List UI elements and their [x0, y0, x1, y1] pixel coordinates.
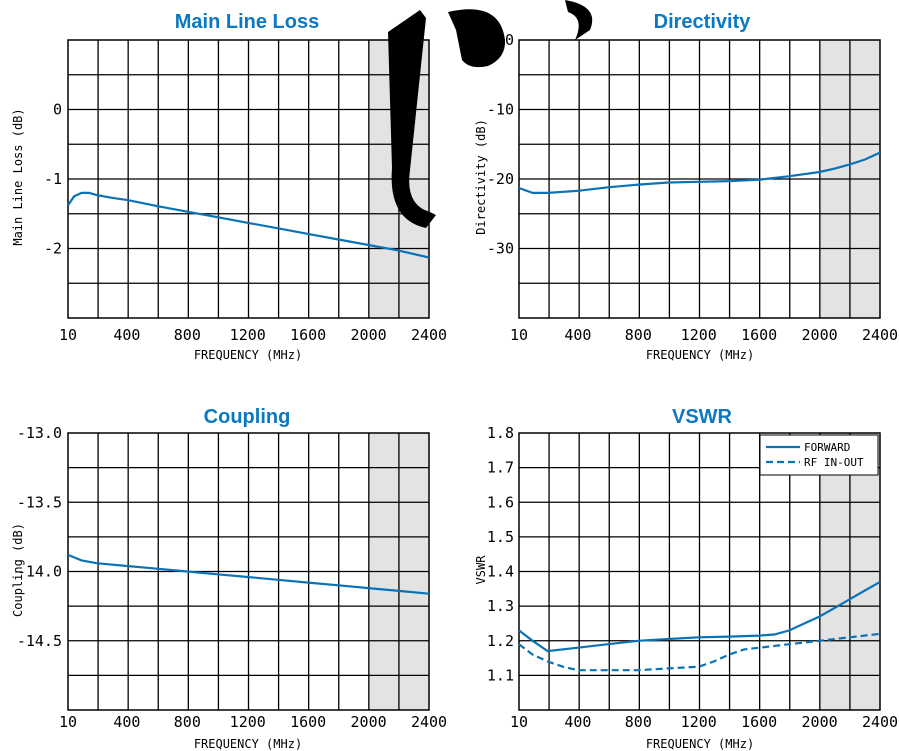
- x-tick-label: 400: [113, 326, 140, 344]
- series-line-dir: [518, 151, 881, 194]
- y-tick-label: 1.3: [487, 597, 514, 615]
- chart-title: VSWR: [672, 406, 733, 428]
- x-tick-label: 400: [564, 326, 591, 344]
- x-tick-label: 800: [625, 713, 652, 731]
- y-tick-label: 1.8: [487, 424, 514, 442]
- series-line-forward: [518, 580, 881, 653]
- legend-label: FORWARD: [804, 441, 850, 454]
- x-tick-label: 10: [510, 713, 528, 731]
- y-tick-label: -20: [487, 170, 514, 188]
- directivity-chart: 10 400 800 1200 1600 2000 2400 0 -10 -20 -30 Direct…: [474, 11, 898, 362]
- grid: [519, 40, 880, 318]
- x-tick-label: 1600: [290, 326, 326, 344]
- x-axis-label: FREQUENCY (MHz): [194, 737, 302, 751]
- legend: FORWARD RF IN-OUT: [759, 434, 879, 476]
- watermark-logo: [388, 0, 593, 228]
- series-line-mll: [67, 191, 430, 259]
- x-tick-label: 800: [174, 326, 201, 344]
- y-axis-label: VSWR: [474, 555, 488, 585]
- x-tick-label: 2400: [862, 326, 898, 344]
- y-tick-label: 0: [53, 101, 62, 119]
- x-axis-label: FREQUENCY (MHz): [194, 348, 302, 362]
- x-tick-label: 400: [113, 713, 140, 731]
- main-line-loss-chart: 10 400 800 1200 1600 2000 2400 0 -1 -2 Main Line L…: [11, 11, 447, 362]
- x-tick-label: 400: [564, 713, 591, 731]
- chart-title: Main Line Loss: [175, 11, 319, 33]
- y-tick-label: -14.0: [17, 563, 62, 581]
- x-tick-label: 10: [59, 713, 77, 731]
- y-tick-label: 1.2: [487, 632, 514, 650]
- x-tick-label: 2000: [802, 713, 838, 731]
- plot-frame: [67, 432, 430, 711]
- x-tick-label: 800: [625, 326, 652, 344]
- y-tick-label: 1.7: [487, 459, 514, 477]
- y-tick-label: -1: [44, 170, 62, 188]
- series-line-cpl: [67, 553, 430, 595]
- y-tick-label: -30: [487, 240, 514, 258]
- x-tick-label: 2000: [351, 713, 387, 731]
- y-tick-label: 0: [505, 31, 514, 49]
- legend-label: RF IN-OUT: [804, 456, 864, 469]
- y-tick-label: 1.4: [487, 563, 514, 581]
- plot-frame: [518, 432, 881, 711]
- plot-frame: [518, 39, 881, 319]
- y-tick-label: 1.6: [487, 493, 514, 511]
- x-tick-label: 1200: [681, 713, 717, 731]
- x-tick-label: 2000: [351, 326, 387, 344]
- x-tick-label: 2000: [802, 326, 838, 344]
- series-line-rf-in-out: [518, 632, 881, 672]
- vswr-chart: 10 400 800 1200 1600 2000 2400 1.8 1.7 1.6 1.5 1.4 1…: [474, 406, 898, 751]
- x-tick-label: 2400: [411, 713, 447, 731]
- chart-title: Coupling: [204, 406, 291, 428]
- x-tick-label: 800: [174, 713, 201, 731]
- x-tick-label: 10: [59, 326, 77, 344]
- y-tick-label: 1.5: [487, 528, 514, 546]
- y-axis-label: Coupling (dB): [11, 523, 25, 617]
- grid: [519, 433, 880, 710]
- x-tick-label: 1600: [290, 713, 326, 731]
- y-tick-label: -2: [44, 240, 62, 258]
- x-tick-label: 2400: [862, 713, 898, 731]
- x-tick-label: 1600: [741, 326, 777, 344]
- x-tick-label: 1200: [230, 713, 266, 731]
- y-tick-label: -10: [487, 101, 514, 119]
- x-axis-label: FREQUENCY (MHz): [646, 737, 754, 751]
- grid: [68, 433, 429, 710]
- chart-title: Directivity: [654, 11, 752, 33]
- x-tick-label: 1600: [741, 713, 777, 731]
- y-tick-label: 1.1: [487, 666, 514, 684]
- legend-box: [759, 434, 879, 476]
- y-tick-label: -14.5: [17, 632, 62, 650]
- x-tick-label: 1200: [230, 326, 266, 344]
- x-axis-label: FREQUENCY (MHz): [646, 348, 754, 362]
- y-tick-label: -13.5: [17, 493, 62, 511]
- x-tick-label: 10: [510, 326, 528, 344]
- plot-frame: [67, 39, 430, 319]
- y-axis-label: Main Line Loss (dB): [11, 108, 25, 245]
- coupling-chart: 10 400 800 1200 1600 2000 2400 -13.0 -13.5 -14.0 -…: [11, 406, 447, 751]
- x-tick-label: 2400: [411, 326, 447, 344]
- y-tick-label: -13.0: [17, 424, 62, 442]
- x-tick-label: 1200: [681, 326, 717, 344]
- y-axis-label: Directivity (dB): [474, 119, 488, 235]
